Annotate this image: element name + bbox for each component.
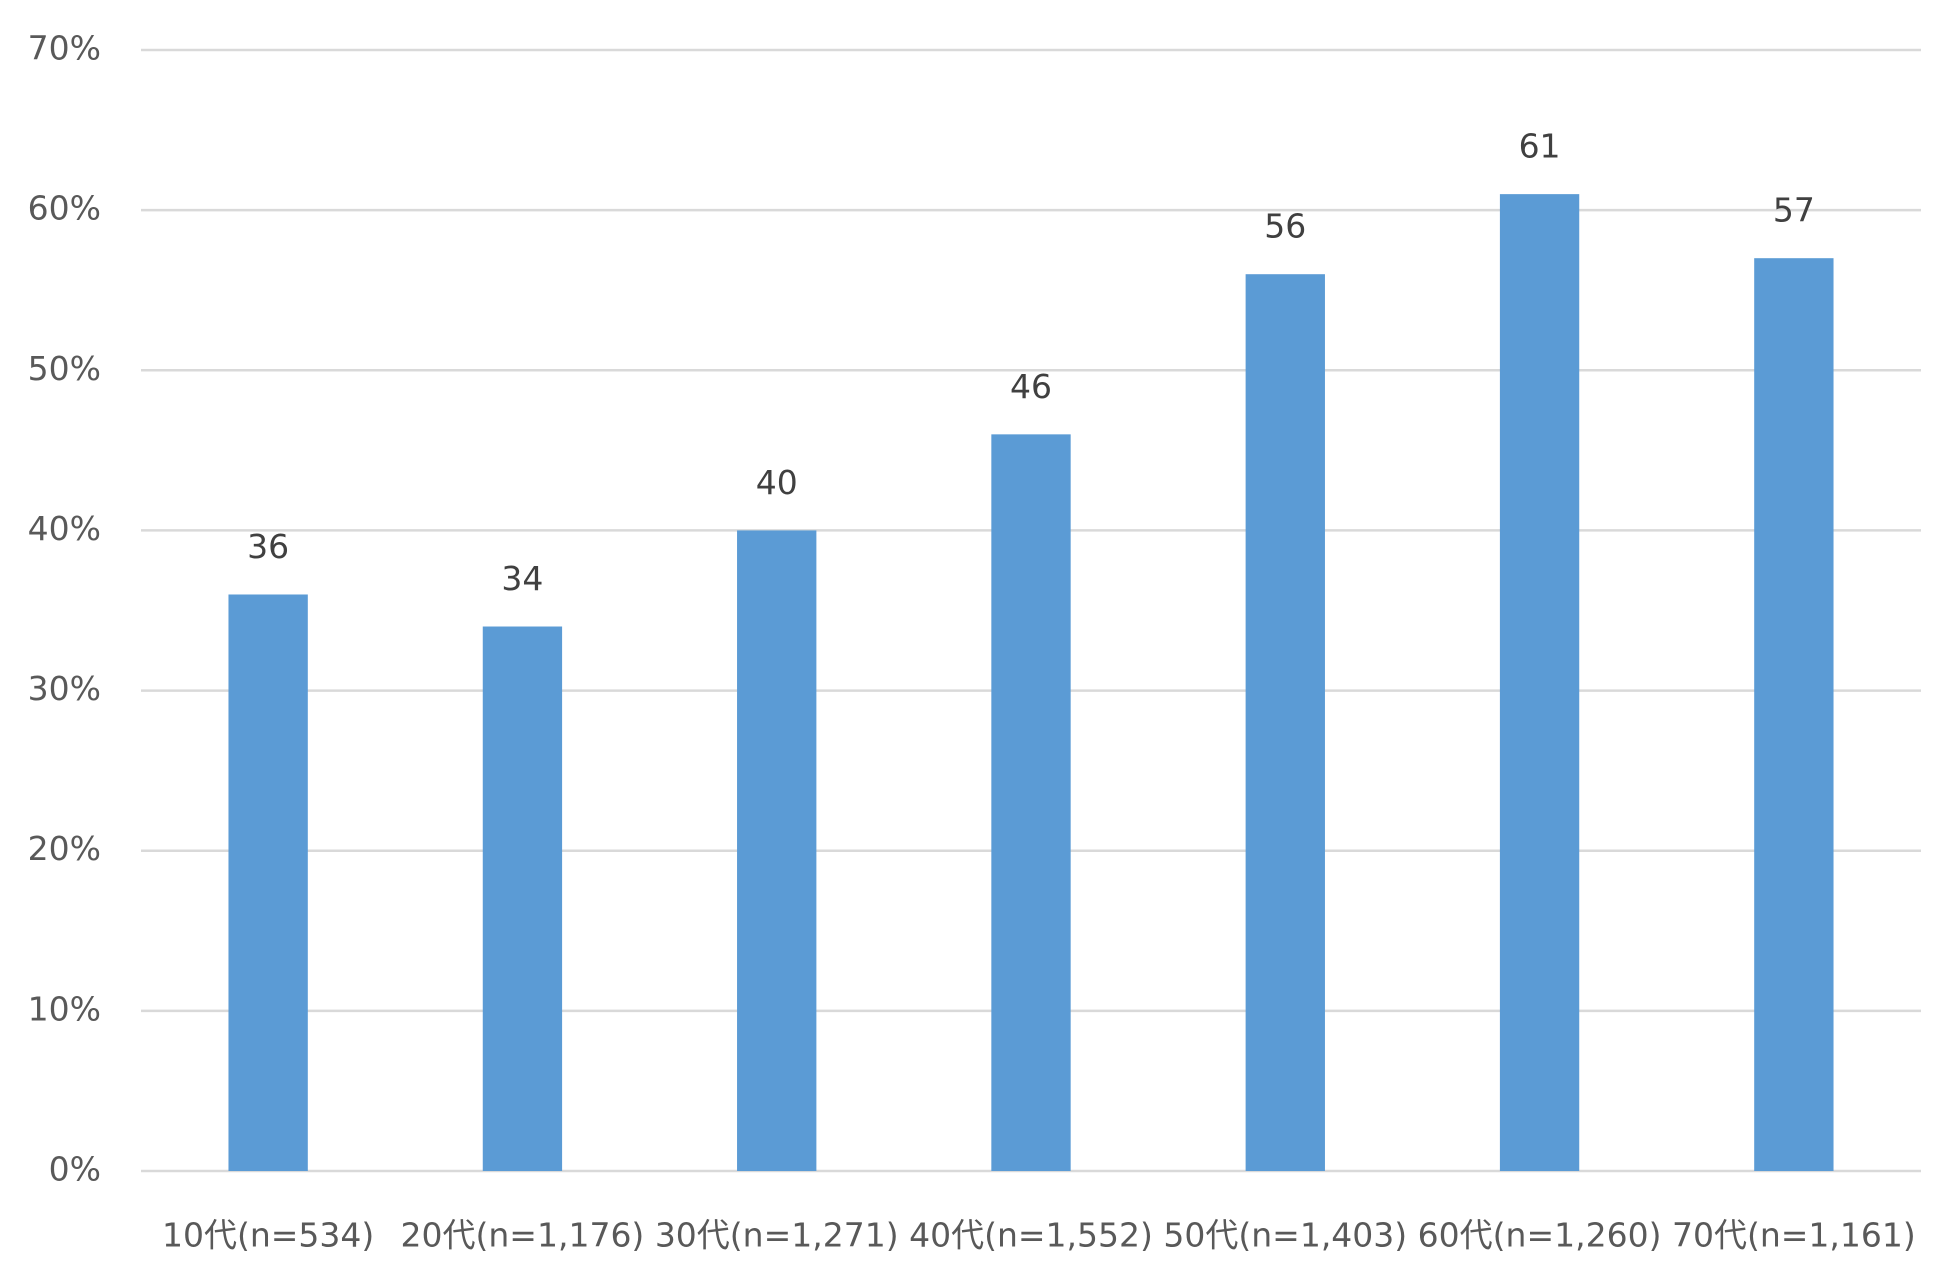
y-tick-label: 50%	[28, 349, 101, 388]
value-label: 56	[1264, 207, 1306, 246]
bar	[482, 626, 563, 1171]
x-tick-label: 70代(n=1,161)	[1672, 1216, 1916, 1255]
bar	[737, 530, 817, 1171]
x-tick-label: 10代(n=534)	[162, 1216, 374, 1255]
bar	[228, 594, 308, 1171]
bar	[991, 434, 1071, 1171]
x-tick-label: 20代(n=1,176)	[401, 1216, 645, 1255]
value-label: 57	[1773, 191, 1815, 230]
bar	[1499, 194, 1580, 1172]
x-tick-label: 30代(n=1,271)	[655, 1216, 899, 1255]
value-label: 46	[1010, 367, 1052, 406]
y-tick-label: 70%	[28, 29, 101, 68]
x-tick-label: 40代(n=1,552)	[909, 1216, 1153, 1255]
value-label: 61	[1519, 127, 1561, 166]
x-tick-label: 50代(n=1,403)	[1163, 1216, 1407, 1255]
y-tick-label: 30%	[28, 669, 101, 708]
y-tick-label: 10%	[28, 989, 101, 1028]
value-label: 34	[501, 559, 543, 598]
bar	[1245, 274, 1325, 1171]
y-tick-label: 0%	[49, 1150, 101, 1189]
y-tick-label: 20%	[28, 829, 101, 868]
bar	[1754, 258, 1834, 1172]
y-tick-label: 40%	[28, 509, 101, 548]
value-label: 40	[756, 463, 798, 502]
value-label: 36	[247, 527, 289, 566]
y-tick-label: 60%	[28, 189, 101, 228]
x-tick-label: 60代(n=1,260)	[1418, 1216, 1662, 1255]
